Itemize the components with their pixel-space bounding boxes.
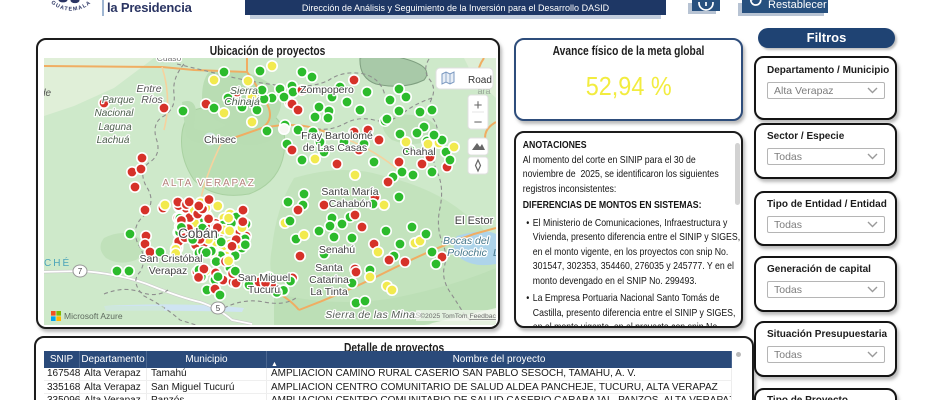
svg-text:Santa María: Santa María <box>321 186 378 198</box>
svg-text:La Tinta: La Tinta <box>310 286 348 298</box>
svg-text:©2025 TomTom Feedback: ©2025 TomTom Feedback <box>420 312 496 320</box>
svg-text:Tucurú: Tucurú <box>248 284 280 296</box>
svg-text:San Miguel: San Miguel <box>238 272 291 284</box>
svg-text:Laguna: Laguna <box>98 122 132 133</box>
svg-text:Senahú: Senahú <box>319 244 355 256</box>
svg-text:CHÉ: CHÉ <box>44 256 71 269</box>
svg-text:ara: ara <box>477 86 490 96</box>
svg-text:Road: Road <box>468 75 492 86</box>
svg-text:Santa: Santa <box>315 262 343 274</box>
svg-text:Sierra: Sierra <box>230 85 258 97</box>
svg-text:Bocas del: Bocas del <box>443 235 490 247</box>
svg-text:El Estor: El Estor <box>455 215 494 227</box>
svg-text:Chahal: Chahal <box>402 146 435 158</box>
svg-text:Lachuá: Lachuá <box>97 135 130 146</box>
svg-text:7: 7 <box>78 267 83 276</box>
svg-text:−: − <box>474 114 483 131</box>
svg-text:Cahabón: Cahabón <box>329 198 372 210</box>
svg-text:Microsoft Azure: Microsoft Azure <box>64 311 123 321</box>
svg-text:+: + <box>474 97 483 114</box>
svg-text:Chinajá: Chinajá <box>224 96 260 108</box>
svg-text:ALTA VERAPAZ: ALTA VERAPAZ <box>162 178 255 189</box>
svg-text:de Las Casas: de Las Casas <box>303 142 367 154</box>
svg-text:Entre: Entre <box>136 83 161 95</box>
svg-text:GUATEMALA: GUATEMALA <box>50 0 93 13</box>
svg-text:Polochic: Polochic <box>447 247 487 259</box>
svg-text:5: 5 <box>216 304 221 313</box>
svg-text:Cobán: Cobán <box>178 226 218 241</box>
svg-text:Sierra de las Minas: Sierra de las Minas <box>325 309 421 321</box>
svg-text:Verapaz: Verapaz <box>149 265 188 277</box>
svg-text:Zompopero: Zompopero <box>300 84 354 96</box>
svg-text:La: La <box>493 247 496 259</box>
svg-text:Nacional: Nacional <box>95 108 135 119</box>
svg-text:Cuaso: Cuaso <box>157 58 182 63</box>
svg-text:Ríos: Ríos <box>141 94 163 106</box>
svg-text:Fray Bartolomé: Fray Bartolomé <box>301 130 373 142</box>
svg-text:de: de <box>44 88 52 99</box>
svg-text:Chisec: Chisec <box>204 134 236 146</box>
svg-text:San Cristóbal: San Cristóbal <box>139 253 202 265</box>
svg-text:Parque: Parque <box>102 95 135 106</box>
svg-text:Catarina: Catarina <box>309 274 349 286</box>
